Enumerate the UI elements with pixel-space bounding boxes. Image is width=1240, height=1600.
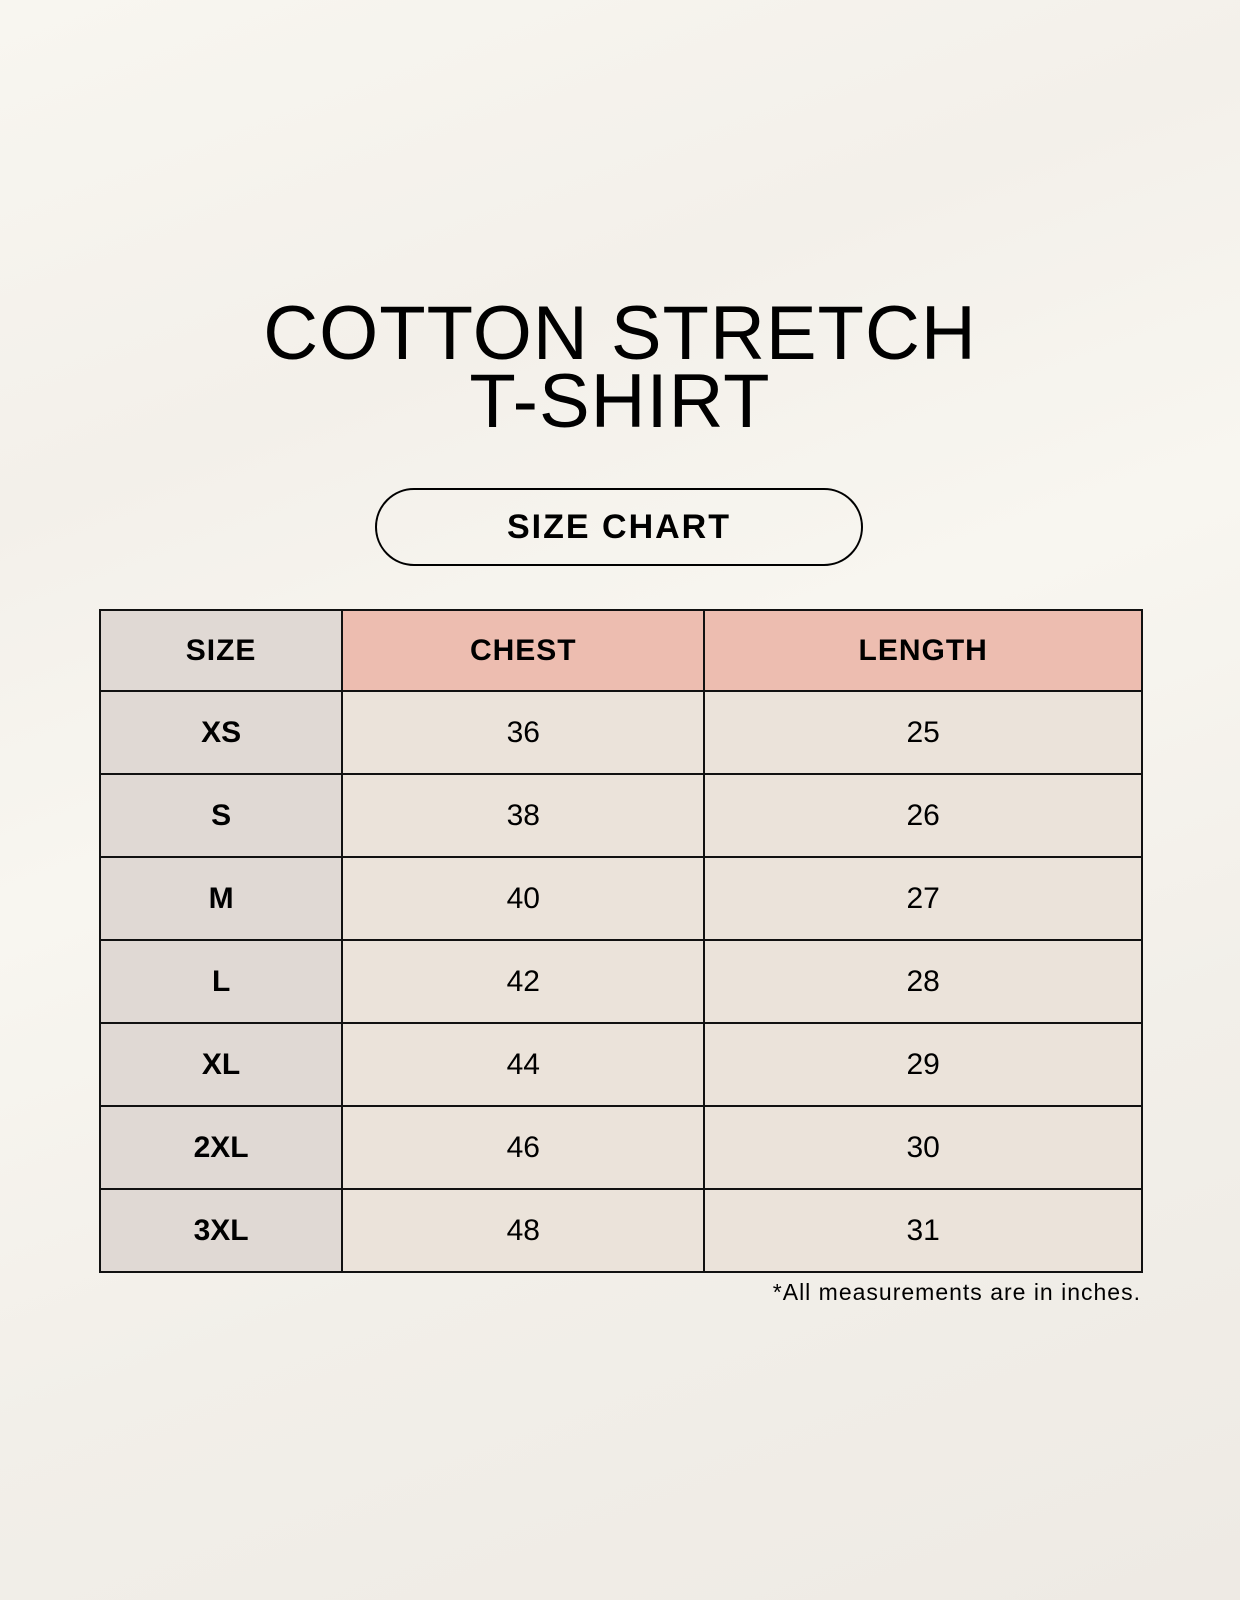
cell-chest: 44 bbox=[341, 1022, 706, 1107]
table-row: 3XL 48 31 bbox=[98, 1188, 1143, 1273]
cell-chest: 38 bbox=[341, 773, 706, 858]
cell-length: 28 bbox=[703, 939, 1143, 1024]
cell-length: 31 bbox=[703, 1188, 1143, 1273]
header-length: LENGTH bbox=[703, 609, 1143, 692]
cell-chest: 40 bbox=[341, 856, 706, 941]
cell-length: 29 bbox=[703, 1022, 1143, 1107]
header-size: SIZE bbox=[98, 609, 344, 692]
cell-length: 25 bbox=[703, 690, 1143, 775]
cell-length: 26 bbox=[703, 773, 1143, 858]
table-row: 2XL 46 30 bbox=[98, 1105, 1143, 1190]
footnote: *All measurements are in inches. bbox=[772, 1279, 1141, 1305]
cell-size: 2XL bbox=[98, 1105, 344, 1190]
cell-size: XL bbox=[98, 1022, 344, 1107]
table-row: M 40 27 bbox=[98, 856, 1143, 941]
cell-size: L bbox=[98, 939, 344, 1024]
page-title: COTTON STRETCH T-SHIRT bbox=[0, 291, 1240, 444]
title-line-1: COTTON STRETCH bbox=[263, 291, 977, 376]
cell-size: S bbox=[98, 773, 344, 858]
size-table: SIZE CHEST LENGTH XS 36 25 S 38 26 M 40 27 L 42 28 X… bbox=[98, 609, 1143, 1273]
cell-size: XS bbox=[98, 690, 344, 775]
cell-chest: 48 bbox=[341, 1188, 706, 1273]
table-row: XL 44 29 bbox=[98, 1022, 1143, 1107]
cell-size: M bbox=[98, 856, 344, 941]
size-chart-badge: SIZE CHART bbox=[375, 488, 863, 566]
header-chest: CHEST bbox=[341, 609, 706, 692]
cell-chest: 42 bbox=[341, 939, 706, 1024]
table-row: S 38 26 bbox=[98, 773, 1143, 858]
table-row: XS 36 25 bbox=[98, 690, 1143, 775]
cell-chest: 46 bbox=[341, 1105, 706, 1190]
cell-size: 3XL bbox=[98, 1188, 344, 1273]
title-line-2: T-SHIRT bbox=[469, 359, 771, 444]
cell-length: 30 bbox=[703, 1105, 1143, 1190]
table-row: L 42 28 bbox=[98, 939, 1143, 1024]
table-header-row: SIZE CHEST LENGTH bbox=[98, 609, 1143, 692]
cell-chest: 36 bbox=[341, 690, 706, 775]
cell-length: 27 bbox=[703, 856, 1143, 941]
